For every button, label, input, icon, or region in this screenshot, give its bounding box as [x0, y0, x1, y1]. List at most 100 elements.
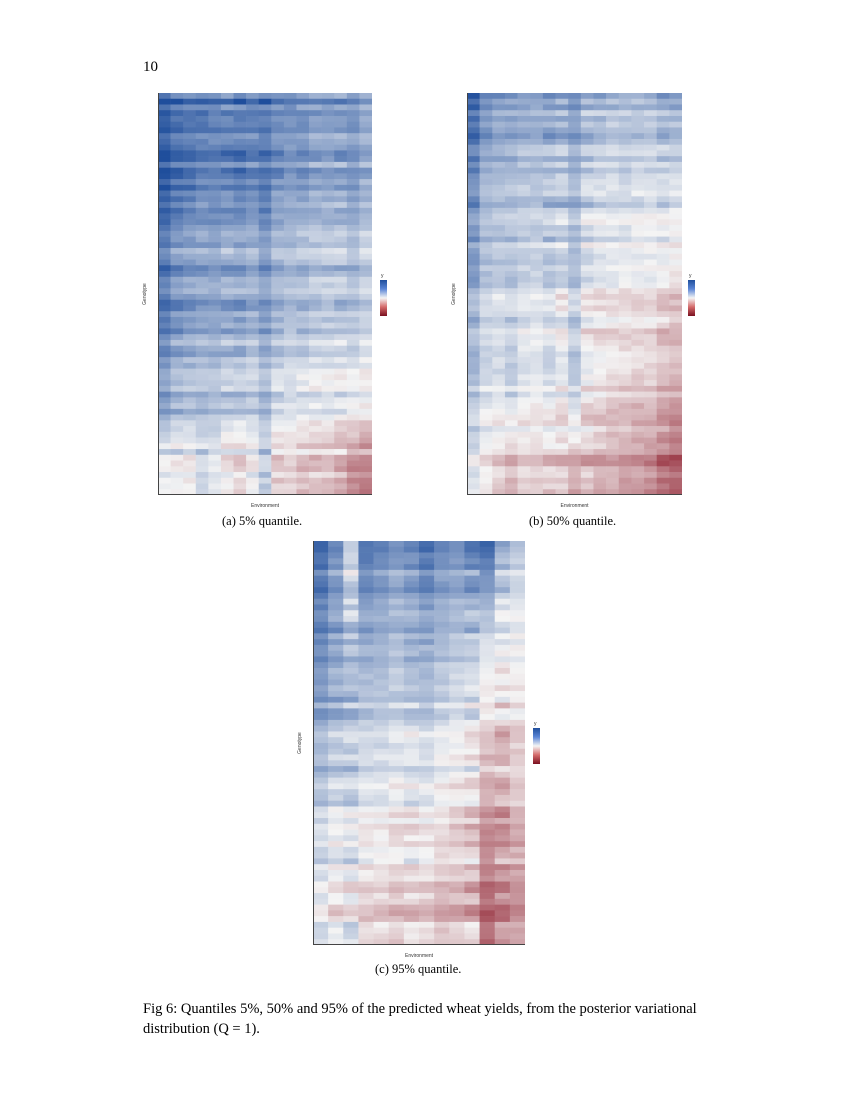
heatmap-cell — [530, 362, 544, 369]
heatmap-cell — [492, 391, 506, 398]
heatmap-cell — [220, 397, 234, 404]
heatmap-cell — [530, 104, 544, 111]
heatmap-cell — [467, 121, 480, 128]
heatmap-cell — [321, 150, 335, 157]
heatmap-cell — [233, 104, 247, 111]
heatmap-cell — [220, 380, 234, 387]
heatmap-cell — [388, 558, 405, 565]
heatmap-cell — [158, 489, 171, 495]
heatmap-cell — [220, 104, 234, 111]
heatmap-cell — [334, 420, 348, 427]
heatmap-cell — [358, 927, 374, 934]
heatmap-cell — [530, 230, 544, 237]
heatmap-cell — [343, 893, 359, 900]
heatmap-cell — [568, 225, 582, 232]
heatmap-cell — [334, 483, 348, 490]
heatmap-cell — [467, 483, 480, 490]
heatmap-cell — [568, 144, 582, 151]
heatmap-cell — [631, 179, 645, 186]
heatmap-cell — [358, 598, 374, 605]
heatmap-cell — [593, 110, 607, 117]
heatmap-cell — [467, 207, 480, 214]
heatmap-cell — [346, 362, 360, 369]
heatmap-cell — [479, 546, 496, 553]
heatmap-cell — [631, 225, 645, 232]
heatmap-cell — [644, 489, 658, 495]
heatmap-cell — [542, 271, 556, 278]
heatmap-cell — [258, 426, 272, 433]
heatmap-cell — [313, 569, 329, 576]
heatmap-cell — [271, 230, 285, 237]
heatmap-cell — [530, 202, 544, 209]
heatmap-cell — [158, 385, 171, 392]
heatmap-cell — [258, 385, 272, 392]
heatmap-cell — [434, 581, 450, 588]
heatmap-cell — [644, 184, 658, 191]
heatmap-cell — [313, 875, 329, 882]
heatmap-cell — [208, 236, 222, 243]
heatmap-cell — [334, 397, 348, 404]
heatmap-cell — [220, 483, 234, 490]
page-number: 10 — [143, 59, 158, 75]
heatmap-cell — [296, 443, 310, 450]
heatmap-cell — [359, 328, 372, 335]
heatmap-cell — [283, 161, 297, 168]
heatmap-cell — [258, 115, 272, 123]
heatmap-cell — [555, 294, 569, 301]
heatmap-cell — [246, 357, 260, 364]
heatmap-cell — [233, 179, 247, 186]
heatmap-cell — [644, 248, 658, 255]
heatmap-cell — [517, 357, 531, 364]
heatmap-cell — [555, 483, 569, 490]
heatmap-cell — [321, 443, 335, 450]
heatmap-cell — [271, 380, 285, 387]
heatmap-cell — [656, 230, 670, 237]
heatmap-cell — [283, 93, 297, 100]
heatmap-cell — [434, 921, 450, 928]
heatmap-cell — [467, 248, 480, 255]
heatmap-cell — [568, 190, 582, 197]
heatmap-cell — [388, 667, 405, 675]
heatmap-cell — [358, 685, 374, 692]
heatmap-cell — [170, 98, 184, 105]
heatmap-cell — [358, 812, 374, 819]
heatmap-cell — [258, 345, 272, 352]
heatmap-cell — [388, 604, 405, 611]
heatmap-cell — [555, 242, 569, 249]
heatmap-cell — [388, 679, 405, 686]
heatmap-cell — [158, 184, 171, 191]
heatmap-cell — [593, 477, 607, 484]
heatmap-cell — [208, 242, 222, 249]
heatmap-cell — [631, 173, 645, 180]
heatmap-cell — [479, 460, 493, 467]
heatmap-cell — [388, 806, 405, 813]
heatmap-cell — [233, 380, 247, 387]
heatmap-cell — [283, 127, 297, 134]
heatmap-cell — [434, 887, 450, 894]
heatmap-cell — [530, 259, 544, 266]
heatmap-cell — [271, 190, 285, 197]
heatmap-cell — [343, 621, 359, 628]
subcaption-a: (a) 5% quantile. — [222, 514, 303, 528]
heatmap-cell — [669, 460, 682, 467]
heatmap-cell — [467, 196, 480, 203]
heatmap-cell — [492, 207, 506, 214]
heatmap-cell — [158, 397, 171, 404]
heatmap-cell — [479, 437, 493, 444]
heatmap-cell — [343, 581, 359, 588]
heatmap-cell — [309, 362, 322, 369]
heatmap-cell — [509, 702, 525, 709]
heatmap-cell — [271, 454, 285, 461]
heatmap-cell — [220, 454, 234, 461]
heatmap-cell — [467, 466, 480, 473]
heatmap-cell — [220, 202, 234, 209]
heatmap-cell — [479, 144, 493, 151]
heatmap-cell — [568, 202, 582, 209]
heatmap-cell — [313, 546, 329, 553]
heatmap-cell — [517, 334, 531, 341]
heatmap-cell — [492, 345, 506, 352]
heatmap-cell — [388, 904, 405, 911]
heatmap-cell — [403, 748, 420, 755]
heatmap-cell — [593, 282, 607, 289]
heatmap-cell — [208, 391, 222, 398]
